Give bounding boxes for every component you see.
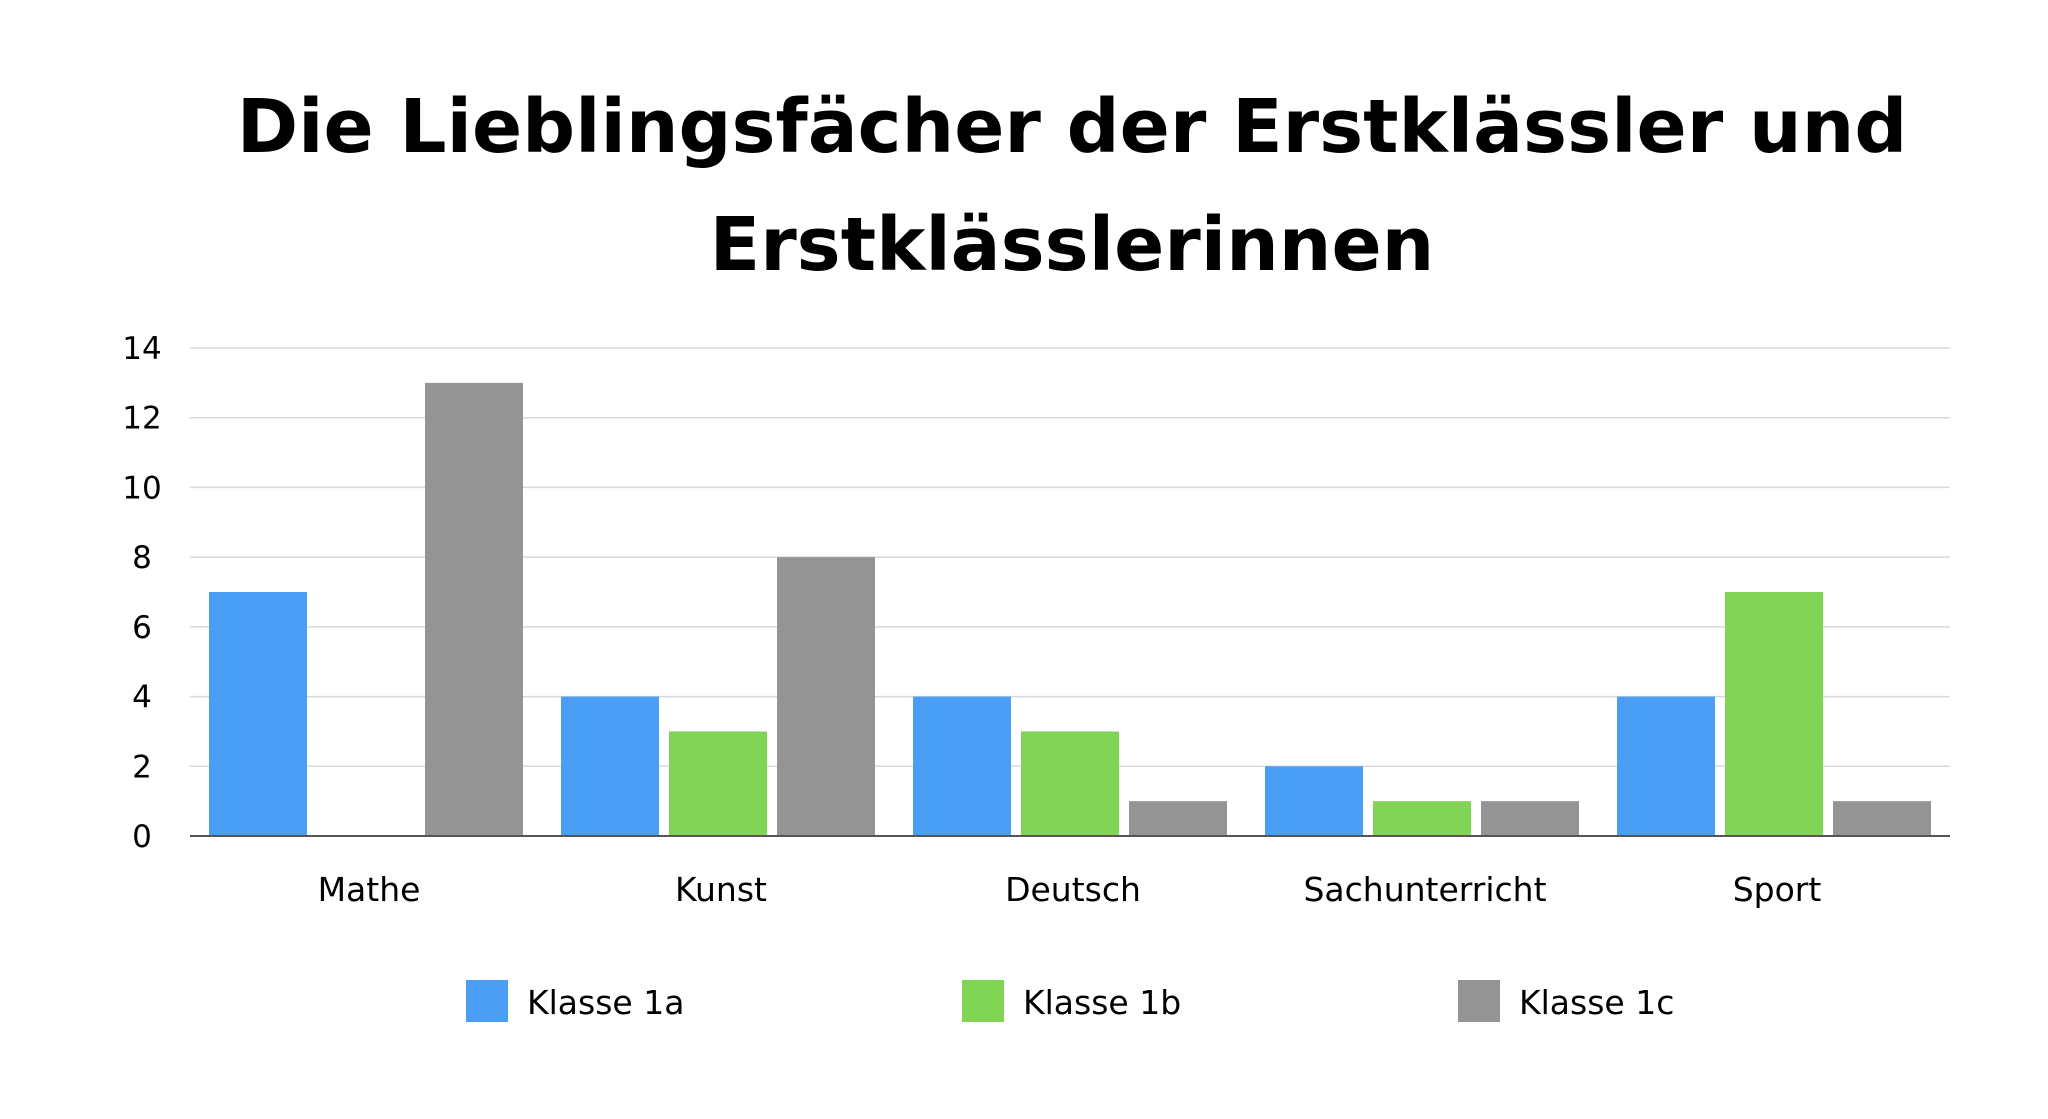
x-category-label: Kunst [675,870,767,909]
y-tick-label: 6 [132,610,152,646]
bar-klasse-1a-mathe [209,592,307,836]
bar-klasse-1a-deutsch [913,696,1011,836]
y-tick-label: 14 [122,331,161,367]
bar-klasse-1c-mathe [425,382,523,836]
y-tick-label: 4 [132,680,152,716]
bar-klasse-1a-kunst [561,696,659,836]
y-tick-label: 8 [132,540,152,576]
chart-title: Die Lieblingsfächer der Erstklässler und… [237,84,1908,288]
bar-klasse-1b-sport [1725,592,1823,836]
bar-klasse-1a-sachunterricht [1265,766,1363,836]
legend-swatch [962,980,1004,1022]
bars [209,382,1931,836]
y-tick-label: 10 [122,470,161,506]
bar-klasse-1b-sachunterricht [1373,801,1471,836]
bar-klasse-1b-kunst [669,731,767,836]
bar-klasse-1c-sport [1833,801,1931,836]
legend-label: Klasse 1b [1023,983,1181,1022]
bar-klasse-1c-deutsch [1129,801,1227,836]
y-tick-label: 0 [132,819,152,855]
y-tick-label: 12 [122,401,161,437]
bar-klasse-1c-sachunterricht [1481,801,1579,836]
legend-label: Klasse 1a [527,983,684,1022]
bar-klasse-1a-sport [1617,696,1715,836]
bar-klasse-1c-kunst [777,557,875,836]
x-axis-category-labels: Mathe Kunst Deutsch Sachunterricht Sport [318,870,1822,909]
y-tick-label: 2 [132,749,152,785]
legend-swatch [1458,980,1500,1022]
bar-klasse-1b-deutsch [1021,731,1119,836]
x-category-label: Sport [1733,870,1822,909]
legend-label: Klasse 1c [1519,983,1674,1022]
x-category-label: Sachunterricht [1303,870,1546,909]
legend: Klasse 1a Klasse 1b Klasse 1c [466,980,1674,1022]
chart-title-line-1: Die Lieblingsfächer der Erstklässler und [237,84,1908,170]
y-axis-tick-labels: 0 2 4 6 8 10 12 14 [122,331,161,855]
chart-title-line-2: Erstklässlerinnen [710,202,1435,288]
x-category-label: Deutsch [1005,870,1141,909]
x-category-label: Mathe [318,870,421,909]
legend-swatch [466,980,508,1022]
